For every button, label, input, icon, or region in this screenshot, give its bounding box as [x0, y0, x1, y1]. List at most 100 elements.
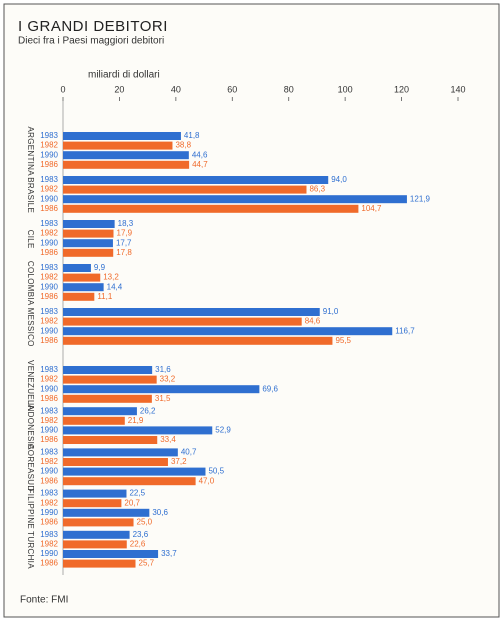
value-label: 38,8	[175, 141, 191, 150]
value-label: 21,9	[128, 416, 144, 425]
bar	[63, 518, 134, 527]
year-label: 1983	[40, 263, 58, 272]
category-label: MESSICO	[26, 308, 35, 347]
year-label: 1983	[40, 131, 58, 140]
value-label: 95,5	[335, 336, 351, 345]
bar	[63, 508, 150, 517]
value-label: 84,6	[305, 317, 321, 326]
year-label: 1982	[40, 185, 58, 194]
category-label: TURCHIA	[26, 531, 35, 569]
x-tick-label: 140	[450, 84, 465, 94]
value-label: 17,7	[116, 238, 132, 247]
value-label: 14,4	[107, 282, 123, 291]
x-tick-label: 80	[284, 84, 294, 94]
value-label: 31,6	[155, 365, 171, 374]
year-label: 1982	[40, 141, 58, 150]
value-label: 37,2	[171, 457, 187, 466]
x-tick-label: 0	[60, 84, 65, 94]
year-label: 1982	[40, 317, 58, 326]
bar	[63, 239, 113, 248]
chart-title: I GRANDI DEBITORI	[18, 18, 168, 35]
value-label: 40,7	[181, 448, 197, 457]
bar	[63, 436, 158, 444]
value-label: 17,8	[116, 248, 132, 257]
year-label: 1982	[40, 416, 58, 425]
x-tick-label: 60	[227, 84, 237, 94]
bar	[63, 499, 122, 508]
year-label: 1982	[40, 457, 58, 466]
value-label: 30,6	[152, 508, 168, 517]
year-label: 1982	[40, 498, 58, 507]
value-label: 20,7	[124, 498, 140, 507]
year-label: 1990	[40, 508, 58, 517]
bar	[63, 327, 393, 336]
value-label: 94,0	[331, 175, 347, 184]
year-label: 1990	[40, 150, 58, 159]
year-label: 1983	[40, 175, 58, 184]
bar	[63, 550, 159, 558]
bar	[63, 308, 320, 316]
year-label: 1983	[40, 219, 58, 228]
bar	[63, 467, 206, 476]
year-label: 1986	[40, 160, 58, 169]
x-tick-label: 120	[394, 84, 409, 94]
bar	[63, 160, 190, 169]
year-label: 1990	[40, 549, 58, 558]
value-label: 86,3	[309, 185, 325, 194]
category-label: ARGENTINA	[26, 127, 35, 177]
year-label: 1986	[40, 336, 58, 345]
value-label: 33,7	[161, 549, 177, 558]
bar	[63, 229, 114, 238]
category-label: FILIPPINE	[26, 489, 35, 530]
year-label: 1983	[40, 489, 58, 498]
value-label: 33,2	[160, 375, 176, 384]
year-label: 1990	[40, 467, 58, 476]
value-label: 11,1	[97, 292, 113, 301]
year-label: 1983	[40, 406, 58, 415]
chart-subtitle: Dieci fra i Paesi maggiori debitori	[18, 36, 164, 47]
year-label: 1982	[40, 273, 58, 282]
bar	[63, 195, 407, 204]
value-label: 9,9	[94, 263, 106, 272]
bar	[63, 477, 196, 486]
value-label: 25,7	[139, 559, 155, 568]
category-label: COLOMBIA	[26, 261, 35, 306]
bar	[63, 385, 260, 394]
value-label: 13,2	[103, 273, 119, 282]
value-label: 33,4	[160, 435, 176, 444]
year-label: 1982	[40, 540, 58, 549]
bar	[63, 151, 189, 160]
bar	[63, 416, 125, 425]
year-label: 1990	[40, 426, 58, 435]
value-label: 91,0	[323, 307, 339, 316]
bar	[63, 273, 101, 282]
year-label: 1983	[40, 448, 58, 457]
bar	[63, 394, 152, 403]
bar	[63, 530, 130, 539]
value-label: 25,0	[137, 518, 153, 527]
year-label: 1982	[40, 375, 58, 384]
bar	[63, 407, 137, 416]
value-label: 23,6	[133, 530, 149, 539]
value-label: 47,0	[199, 476, 215, 485]
year-label: 1990	[40, 384, 58, 393]
year-label: 1982	[40, 229, 58, 238]
value-label: 69,6	[262, 384, 278, 393]
year-label: 1986	[40, 476, 58, 485]
value-label: 116,7	[395, 326, 415, 335]
year-label: 1990	[40, 238, 58, 247]
value-label: 17,9	[117, 229, 133, 238]
value-label: 31,5	[155, 394, 171, 403]
x-axis-label: miliardi di dollari	[88, 70, 160, 81]
bar	[63, 141, 173, 150]
year-label: 1986	[40, 204, 58, 213]
bar	[63, 176, 329, 184]
value-label: 26,2	[140, 406, 156, 415]
value-label: 44,7	[192, 160, 208, 169]
year-label: 1986	[40, 559, 58, 568]
x-tick-label: 20	[114, 84, 124, 94]
year-label: 1986	[40, 292, 58, 301]
bar	[63, 317, 302, 326]
x-tick-label: 100	[338, 84, 353, 94]
year-label: 1986	[40, 394, 58, 403]
